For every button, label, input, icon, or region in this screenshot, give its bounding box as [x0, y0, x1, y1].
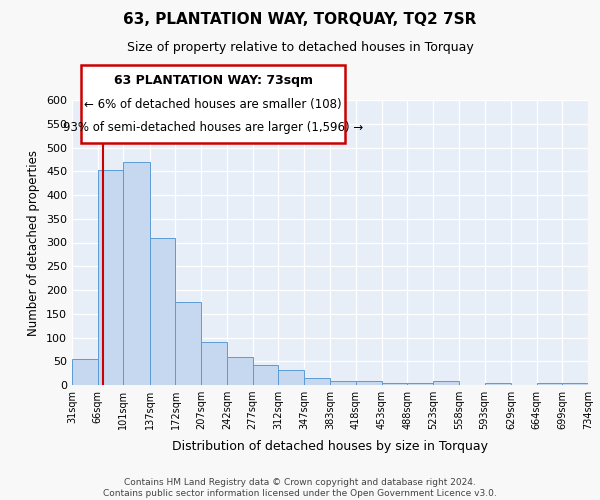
- Bar: [407, 383, 433, 385]
- Bar: [150, 238, 175, 385]
- Bar: [227, 358, 253, 385]
- Y-axis label: Number of detached properties: Number of detached properties: [28, 150, 40, 336]
- Text: 63 PLANTATION WAY: 73sqm: 63 PLANTATION WAY: 73sqm: [113, 74, 313, 87]
- Text: Size of property relative to detached houses in Torquay: Size of property relative to detached ho…: [127, 41, 473, 54]
- Bar: [175, 302, 201, 385]
- Bar: [72, 359, 98, 385]
- Bar: [278, 370, 304, 385]
- Bar: [98, 170, 124, 385]
- Bar: [433, 381, 459, 385]
- Bar: [562, 383, 588, 385]
- Bar: [201, 342, 227, 385]
- Bar: [382, 383, 407, 385]
- X-axis label: Distribution of detached houses by size in Torquay: Distribution of detached houses by size …: [172, 440, 488, 454]
- Text: 63, PLANTATION WAY, TORQUAY, TQ2 7SR: 63, PLANTATION WAY, TORQUAY, TQ2 7SR: [124, 12, 476, 28]
- Text: ← 6% of detached houses are smaller (108): ← 6% of detached houses are smaller (108…: [84, 98, 342, 110]
- Bar: [124, 162, 150, 385]
- Bar: [304, 378, 331, 385]
- Bar: [253, 365, 278, 385]
- Text: Contains HM Land Registry data © Crown copyright and database right 2024.
Contai: Contains HM Land Registry data © Crown c…: [103, 478, 497, 498]
- Bar: [356, 381, 382, 385]
- Bar: [485, 383, 511, 385]
- Bar: [536, 382, 562, 385]
- Text: 93% of semi-detached houses are larger (1,596) →: 93% of semi-detached houses are larger (…: [63, 121, 363, 134]
- Bar: [331, 381, 356, 385]
